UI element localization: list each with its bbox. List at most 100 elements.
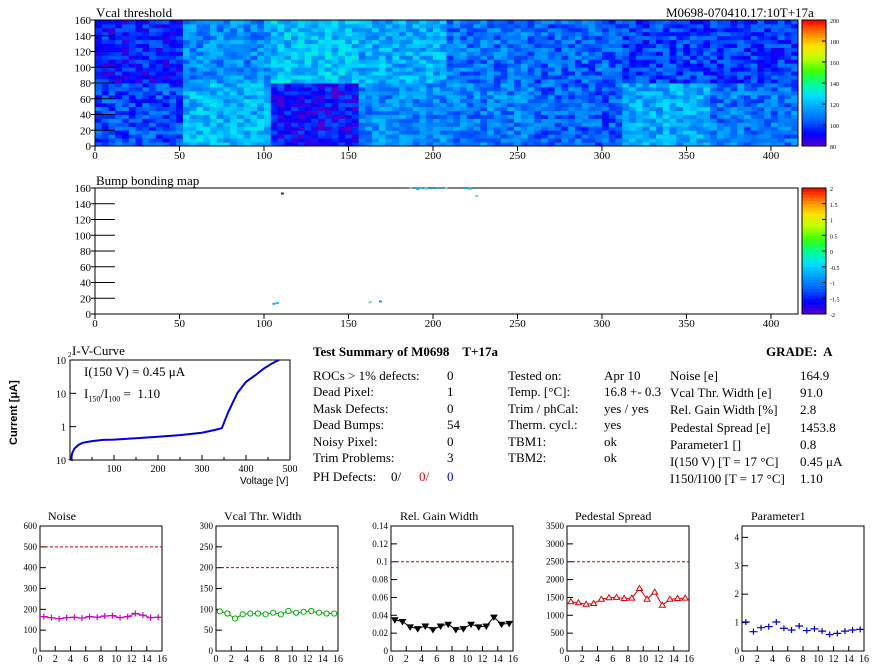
heatmap-cell <box>635 110 643 115</box>
heatmap-cell <box>223 110 231 115</box>
palette-swatch <box>802 98 826 102</box>
plot-frame-4 <box>741 525 865 652</box>
heatmap-cell <box>676 106 684 111</box>
heatmap-cell <box>615 63 623 68</box>
heatmap-cell <box>514 27 522 33</box>
heatmap-cell <box>189 142 197 147</box>
heatmap-cell <box>649 67 657 72</box>
heatmap-cell <box>338 55 346 60</box>
heatmap-cell <box>115 102 123 108</box>
heatmap-cell <box>155 39 163 45</box>
y-tick-label: 0.1 <box>377 557 388 567</box>
heatmap-cell <box>696 23 704 29</box>
heatmap-cell <box>405 43 414 48</box>
heatmap-cell <box>737 106 745 111</box>
heatmap-cell <box>263 47 272 52</box>
heatmap-cell <box>162 102 170 108</box>
heatmap-cell <box>534 63 542 68</box>
heatmap-cell <box>581 134 589 139</box>
heatmap-cell <box>446 90 454 96</box>
data-point <box>123 613 132 620</box>
heatmap-cell <box>345 98 353 104</box>
heatmap-cell <box>743 110 752 115</box>
heatmap-cell <box>683 47 691 52</box>
heatmap-cell <box>189 39 197 45</box>
heatmap-cell <box>284 94 292 100</box>
heatmap-cell <box>263 79 272 84</box>
heatmap-cell <box>318 98 326 104</box>
x-tick-label: 6 <box>83 654 88 665</box>
heatmap-cell <box>203 75 211 80</box>
heatmap-cell <box>487 114 495 119</box>
heatmap-cell <box>230 90 238 96</box>
x-tick-label: 150 <box>340 150 357 162</box>
heatmap-cell <box>642 39 650 45</box>
heatmap-cell <box>108 47 116 52</box>
x-tick-label: 2 <box>229 654 234 665</box>
heatmap-cell <box>209 106 218 111</box>
series-line <box>570 587 686 607</box>
heatmap-cell <box>182 90 191 96</box>
heatmap-cell <box>493 31 501 37</box>
heatmap-cell <box>466 134 474 139</box>
heatmap-cell <box>737 39 745 45</box>
x-tick-label: 200 <box>425 318 442 330</box>
heatmap-cell <box>588 130 596 135</box>
y-tick-exp: 2 <box>68 351 72 359</box>
heatmap-cell <box>487 59 495 64</box>
heatmap-cell <box>250 23 258 29</box>
heatmap-cell <box>453 83 461 88</box>
heatmap-cell <box>743 23 752 29</box>
heatmap-cell <box>473 130 481 135</box>
heatmap-cell <box>716 31 725 37</box>
heatmap-cell <box>622 71 630 76</box>
heatmap-cell <box>351 79 360 84</box>
heatmap-cell <box>318 51 326 56</box>
heatmap-cell <box>703 110 711 115</box>
heatmap-cell <box>392 51 400 56</box>
heatmap-cell <box>169 23 177 29</box>
heatmap-cell <box>439 23 447 29</box>
heatmap-cell <box>182 47 191 52</box>
heatmap-cell <box>182 23 191 29</box>
heatmap-cell <box>460 20 468 25</box>
heatmap-cell <box>338 126 346 131</box>
heatmap-cell <box>270 79 278 84</box>
heatmap-cell <box>743 122 752 127</box>
heatmap-cell <box>757 126 765 131</box>
heatmap-cell <box>500 142 508 147</box>
heatmap-cell <box>209 118 218 123</box>
heatmap-cell <box>507 126 515 131</box>
heatmap-cell <box>487 27 495 33</box>
heatmap-cell <box>683 55 691 60</box>
palette-swatch <box>802 295 826 299</box>
heatmap-cell <box>122 31 130 37</box>
heatmap-cell <box>385 134 393 139</box>
palette-swatch <box>802 67 826 71</box>
heatmap-cell <box>304 23 312 29</box>
palette-tick-label: -1.5 <box>830 297 840 303</box>
heatmap-cell <box>676 83 684 88</box>
heatmap-cell <box>784 114 792 119</box>
heatmap-cell <box>419 43 427 48</box>
heatmap-cell <box>95 118 103 123</box>
heatmap-cell <box>270 23 278 29</box>
heatmap-cell <box>236 98 245 104</box>
heatmap-cell <box>493 106 501 111</box>
heatmap-cell <box>203 134 211 139</box>
heatmap-cell <box>676 118 684 123</box>
heatmap-cell <box>399 134 407 139</box>
heatmap-cell <box>135 35 143 41</box>
heatmap-cell <box>412 59 420 64</box>
heatmap-cell <box>743 63 752 68</box>
x-tick-label: 4 <box>770 654 775 665</box>
y-tick-label: 200 <box>24 604 38 614</box>
heatmap-cell <box>703 20 711 25</box>
heatmap-cell <box>520 122 529 127</box>
heatmap-cell <box>642 43 650 48</box>
heatmap-cell <box>520 138 529 143</box>
heatmap-cell <box>236 86 245 92</box>
heatmap-cell <box>574 114 583 119</box>
heatmap-cell <box>419 39 427 45</box>
heatmap-cell <box>656 67 664 72</box>
